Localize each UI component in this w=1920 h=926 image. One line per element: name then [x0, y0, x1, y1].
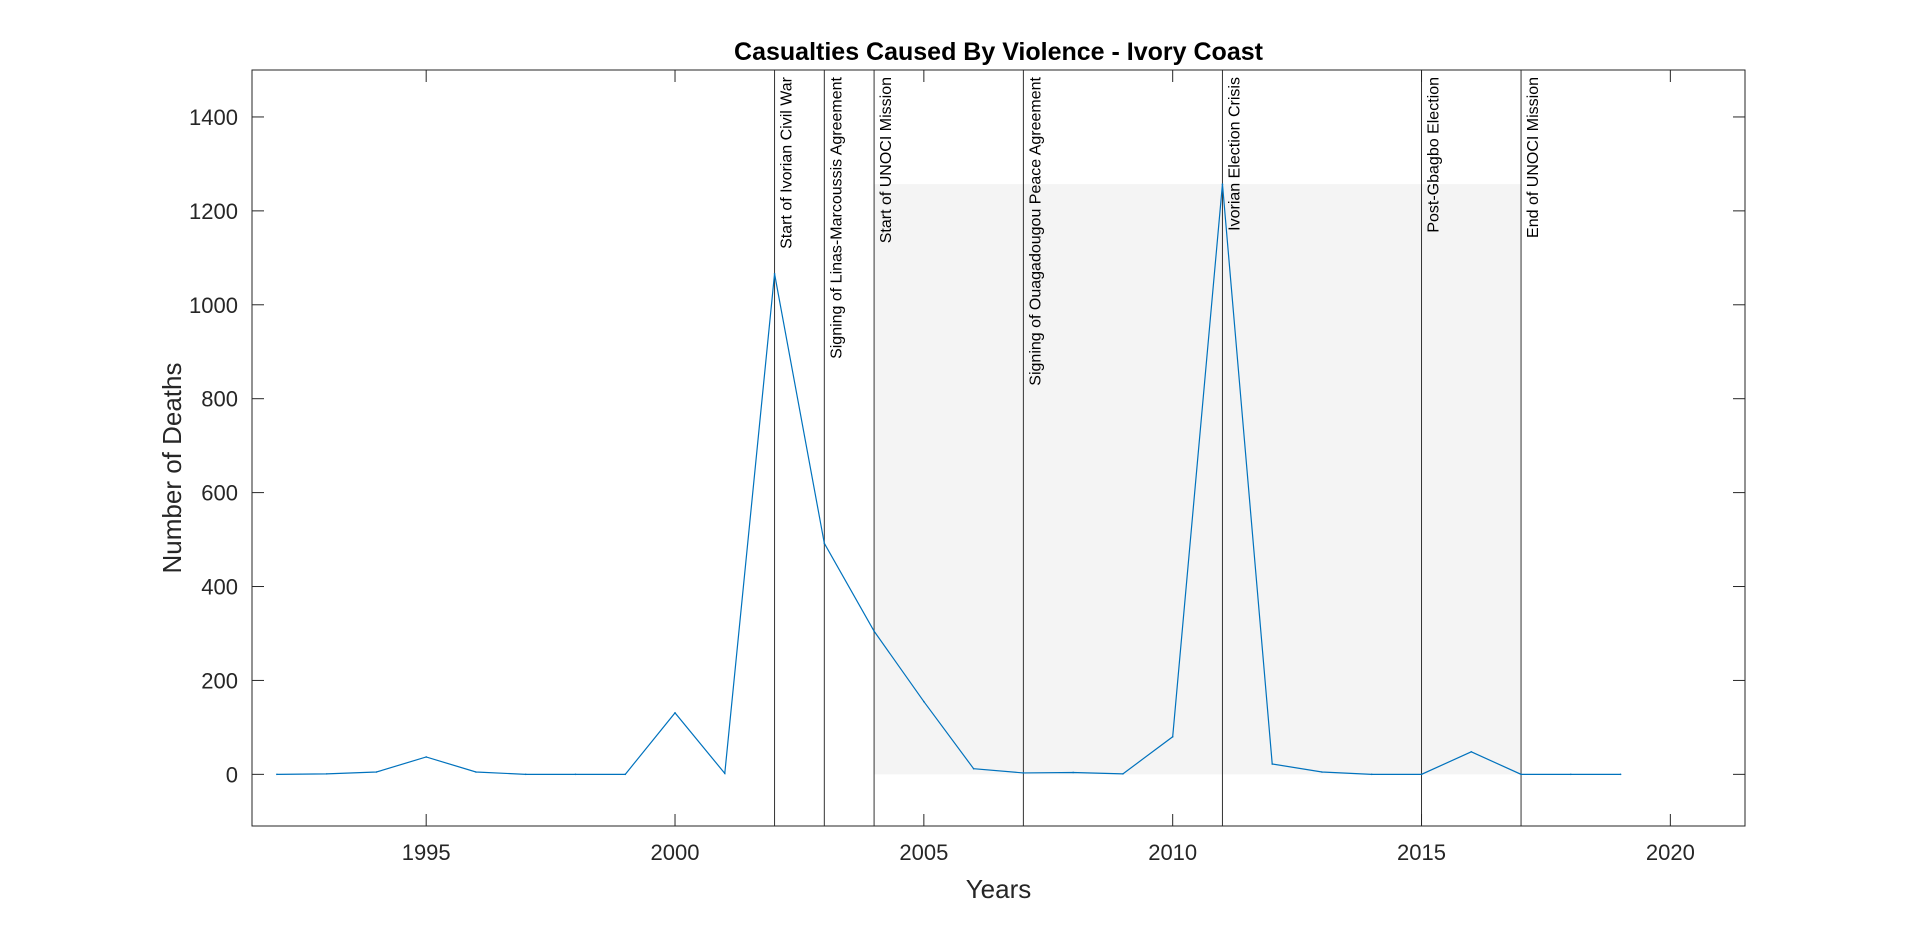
data-point	[1171, 735, 1174, 738]
data-point	[1022, 772, 1025, 774]
data-point	[1072, 771, 1074, 774]
y-tick-label: 1200	[189, 199, 238, 224]
data-point	[674, 712, 676, 714]
data-point	[475, 771, 477, 773]
x-axis-title: Years	[966, 874, 1032, 904]
event-label: Post-Gbagbo Election	[1426, 77, 1443, 233]
x-tick-label: 2000	[651, 840, 700, 865]
axes-box	[251, 69, 1746, 827]
x-tick-label: 2020	[1646, 840, 1695, 865]
data-point	[425, 756, 427, 758]
event-label: Signing of Ouagadougou Peace Agreement	[1027, 76, 1044, 385]
data-point	[1321, 771, 1323, 773]
event-label: Ivorian Election Crisis	[1226, 77, 1243, 231]
y-tick-label: 1000	[189, 293, 238, 318]
data-point	[1221, 183, 1224, 185]
data-point	[1370, 773, 1373, 776]
shaded-region	[874, 184, 1522, 775]
data-point	[1520, 773, 1522, 776]
data-point	[823, 542, 826, 545]
x-tick-label: 2005	[899, 840, 948, 865]
y-tick-label: 400	[201, 575, 238, 600]
x-tick-label: 1995	[402, 840, 451, 865]
event-label: Start of Ivorian Civil War	[779, 76, 796, 249]
data-point	[773, 272, 776, 275]
data-point	[1470, 751, 1473, 753]
data-point	[873, 630, 875, 632]
data-point	[624, 773, 627, 776]
y-tick-label: 600	[201, 481, 238, 506]
data-point	[1271, 763, 1274, 765]
data-point	[574, 773, 577, 776]
data-point	[723, 772, 726, 775]
x-tick-label: 2015	[1397, 840, 1446, 865]
data-point	[276, 773, 278, 776]
series-line	[276, 184, 1621, 775]
x-tick-label: 2010	[1148, 840, 1197, 865]
event-label: Start of UNOCI Mission	[878, 77, 895, 243]
data-point	[325, 773, 328, 775]
data-point	[1420, 773, 1423, 776]
event-label: Signing of Linas-Marcoussis Agreement	[828, 76, 845, 358]
y-axis-title: Number of Deaths	[157, 363, 187, 574]
y-tick-label: 0	[226, 762, 238, 787]
y-tick-label: 200	[201, 668, 238, 693]
data-point	[524, 773, 527, 776]
data-point	[923, 700, 925, 703]
y-tick-label: 800	[201, 387, 238, 412]
data-point	[1122, 773, 1124, 775]
data-point	[375, 771, 378, 773]
chart-title: Casualties Caused By Violence - Ivory Co…	[734, 38, 1264, 66]
y-tick-label: 1400	[189, 105, 238, 130]
data-point	[1619, 773, 1622, 776]
event-label: End of UNOCI Mission	[1525, 77, 1542, 238]
data-point	[972, 767, 975, 770]
data-point	[1570, 773, 1572, 776]
